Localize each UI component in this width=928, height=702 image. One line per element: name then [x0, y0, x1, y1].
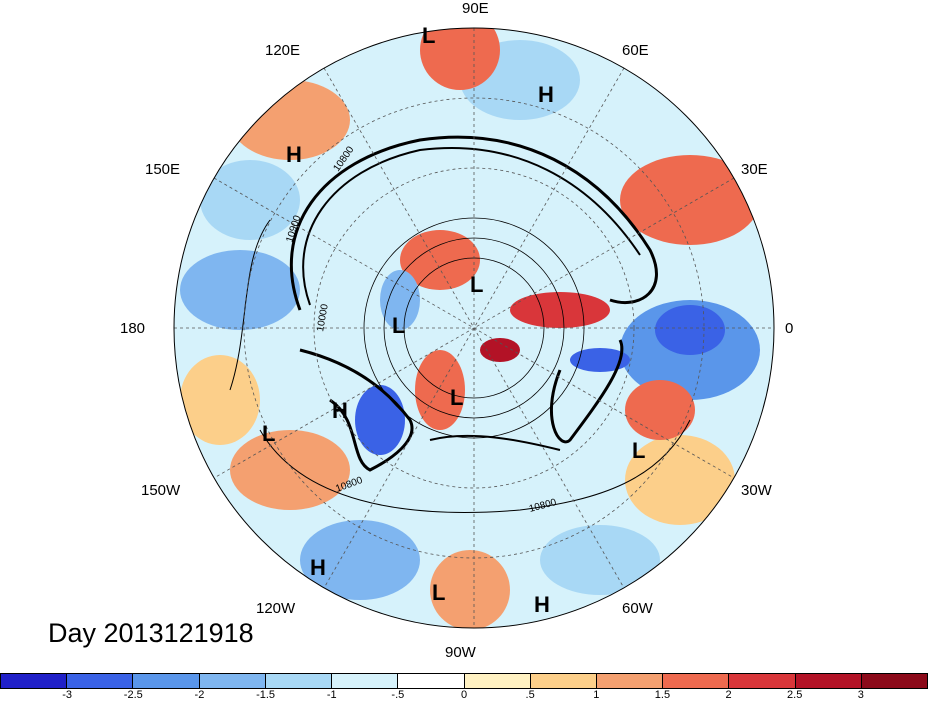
- colorbar-tick-label: -.5: [391, 689, 405, 701]
- colorbar-tick-label: .5: [525, 689, 535, 701]
- colorbar: -3 -2.5 -2 -1.5 -1 -.5 0 .5 1 1.5 2 2.5 3: [0, 673, 928, 702]
- colorbar-tick-label: -1: [326, 689, 337, 701]
- colorbar-swatch: [596, 674, 664, 688]
- colorbar-swatch: [199, 674, 266, 688]
- colorbar-swatch: [332, 674, 399, 688]
- contour-label: 10000: [315, 303, 331, 333]
- low-center: L: [432, 580, 445, 605]
- lon-label-30w: 30W: [741, 482, 773, 499]
- colorbar-swatch: [729, 674, 796, 688]
- colorbar-tick-label: 1: [593, 689, 600, 701]
- low-center: L: [632, 438, 645, 463]
- lon-label-120w: 120W: [256, 600, 296, 617]
- colorbar-tick-label: -2: [194, 689, 205, 701]
- colorbar-tick-label: -3: [62, 689, 73, 701]
- low-center: L: [262, 421, 275, 446]
- lon-label-90w: 90W: [445, 644, 477, 661]
- low-center: L: [450, 385, 463, 410]
- colorbar-tick-label: 2: [725, 689, 732, 701]
- graticule: [174, 28, 774, 628]
- pressure-centers: L H H L L H L L L H L H: [262, 23, 645, 617]
- colorbar-swatch: [861, 674, 928, 688]
- map-boundary: [173, 27, 775, 629]
- high-center: H: [534, 592, 550, 617]
- colorbar-swatch: [1, 674, 68, 688]
- colorbar-tick-label: 0: [460, 689, 468, 701]
- low-center: L: [422, 23, 435, 48]
- anomaly-field: [174, 28, 774, 628]
- lon-label-60e: 60E: [622, 42, 649, 59]
- day-title: Day 2013121918: [48, 618, 254, 648]
- colorbar-swatch: [530, 674, 597, 688]
- longitude-labels: 90E 60E 30E 0 30W 60W 90W 120W 150W 180 …: [120, 0, 793, 661]
- high-center: H: [286, 142, 302, 167]
- colorbar-tick-label: -1.5: [256, 689, 276, 701]
- high-center: H: [310, 555, 326, 580]
- lon-label-180: 180: [120, 320, 145, 337]
- high-center: H: [538, 82, 554, 107]
- low-center: L: [392, 313, 405, 338]
- colorbar-tick-label: 2.5: [787, 689, 803, 701]
- colorbar-swatch: [663, 674, 730, 688]
- colorbar-boxes: [0, 673, 928, 689]
- high-center: H: [332, 398, 348, 423]
- colorbar-swatch: [67, 674, 134, 688]
- lon-label-30e: 30E: [741, 161, 768, 178]
- lon-label-0: 0: [785, 320, 793, 337]
- low-center: L: [470, 272, 483, 297]
- lon-label-60w: 60W: [622, 600, 654, 617]
- colorbar-swatch: [795, 674, 862, 688]
- lon-label-120e: 120E: [265, 42, 300, 59]
- colorbar-swatch: [133, 674, 200, 688]
- lon-label-90e: 90E: [462, 0, 489, 17]
- colorbar-tick-label: 1.5: [654, 689, 671, 701]
- colorbar-swatch: [464, 674, 531, 688]
- colorbar-tick-label: 3: [857, 689, 864, 701]
- polar-map: 90E 60E 30E 0 30W 60W 90W 120W 150W 180 …: [120, 0, 793, 661]
- colorbar-swatch: [398, 674, 465, 688]
- lon-label-150e: 150E: [145, 161, 180, 178]
- colorbar-tick-label: -2.5: [123, 689, 143, 701]
- lon-label-150w: 150W: [141, 482, 181, 499]
- colorbar-swatch: [265, 674, 333, 688]
